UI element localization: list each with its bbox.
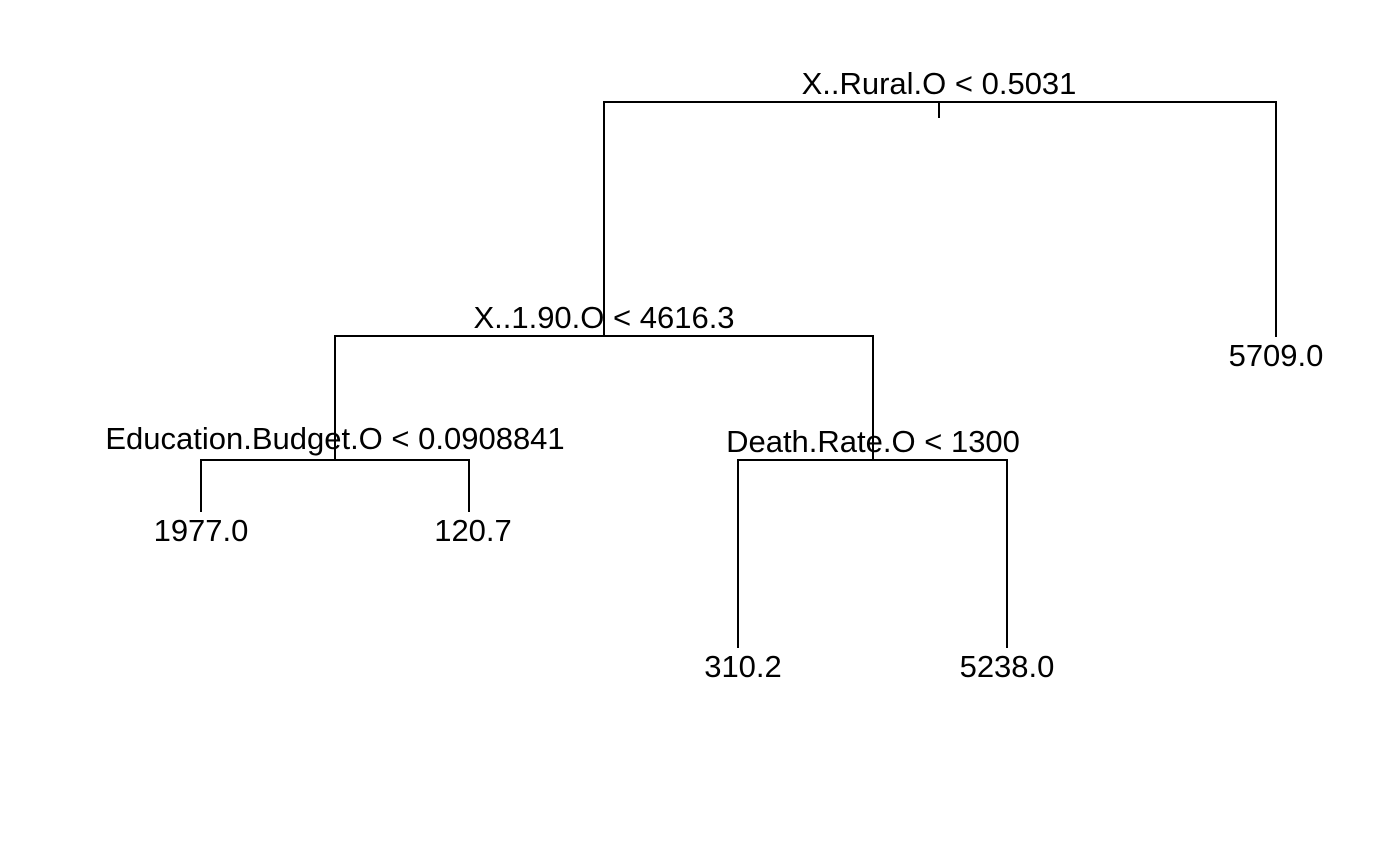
- leaf-label: 5709.0: [1229, 338, 1324, 373]
- split-education-label: Education.Budget.O < 0.0908841: [105, 421, 564, 456]
- split-node-education-budget: Education.Budget.O < 0.0908841: [105, 421, 565, 512]
- leaf-label: 1977.0: [154, 513, 249, 548]
- split-x190-label: X..1.90.O < 4616.3: [473, 300, 734, 335]
- leaf-label: 5238.0: [960, 649, 1055, 684]
- split-death-rate-label: Death.Rate.O < 1300: [726, 424, 1020, 459]
- split-node-x190: X..1.90.O < 4616.3: [334, 300, 874, 461]
- leaf-label: 310.2: [704, 649, 782, 684]
- split-node-death-rate: Death.Rate.O < 1300: [726, 424, 1020, 648]
- leaf-label: 120.7: [434, 513, 512, 548]
- root-split-label: X..Rural.O < 0.5031: [802, 66, 1077, 101]
- root-split-node: X..Rural.O < 0.5031: [603, 66, 1277, 337]
